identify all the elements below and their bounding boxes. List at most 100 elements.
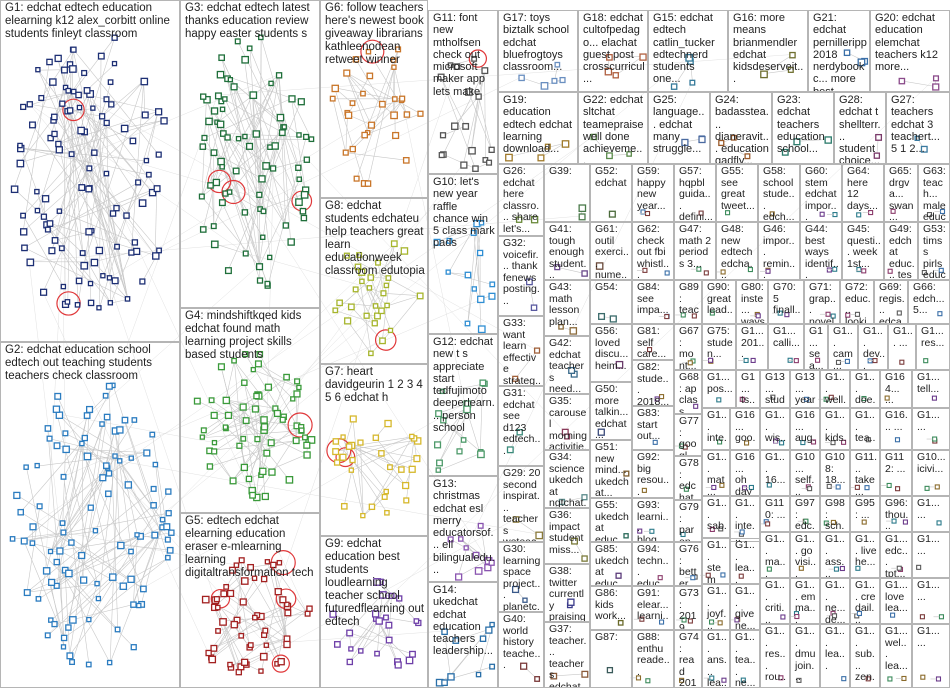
node[interactable] — [210, 240, 219, 249]
node[interactable] — [276, 559, 283, 566]
node[interactable] — [224, 267, 232, 275]
node[interactable] — [417, 110, 424, 117]
node[interactable] — [54, 392, 62, 400]
node[interactable] — [395, 46, 402, 53]
node[interactable] — [219, 130, 227, 137]
node[interactable] — [441, 679, 448, 687]
node[interactable] — [66, 107, 74, 114]
node[interactable] — [346, 658, 354, 666]
node[interactable] — [400, 247, 409, 255]
node[interactable] — [363, 312, 370, 319]
node[interactable] — [117, 541, 125, 550]
node[interactable] — [259, 467, 267, 476]
node[interactable] — [199, 143, 207, 150]
node[interactable] — [282, 222, 290, 229]
node[interactable] — [435, 467, 442, 473]
node[interactable] — [387, 327, 394, 334]
node[interactable] — [488, 146, 495, 153]
node[interactable] — [238, 632, 245, 639]
node[interactable] — [267, 439, 275, 447]
node[interactable] — [99, 474, 107, 482]
node[interactable] — [241, 55, 250, 64]
node[interactable] — [456, 448, 463, 455]
node[interactable] — [789, 51, 796, 59]
node[interactable] — [48, 578, 56, 586]
node[interactable] — [211, 448, 218, 455]
node[interactable] — [303, 441, 311, 449]
node[interactable] — [111, 60, 118, 67]
node[interactable] — [87, 299, 95, 307]
node[interactable] — [205, 117, 213, 126]
node[interactable] — [218, 54, 225, 62]
node[interactable] — [399, 95, 406, 102]
node[interactable] — [518, 74, 525, 82]
node[interactable] — [224, 134, 231, 141]
node[interactable] — [150, 485, 157, 492]
node[interactable] — [479, 379, 487, 387]
node[interactable] — [20, 103, 27, 111]
node[interactable] — [241, 379, 248, 386]
node[interactable] — [471, 286, 478, 292]
node[interactable] — [361, 131, 368, 139]
node[interactable] — [29, 121, 36, 129]
node[interactable] — [234, 38, 241, 45]
node[interactable] — [217, 363, 225, 371]
node[interactable] — [441, 628, 448, 636]
node[interactable] — [333, 459, 341, 466]
node[interactable] — [60, 473, 67, 480]
node[interactable] — [48, 617, 54, 623]
node[interactable] — [360, 512, 366, 519]
node[interactable] — [367, 121, 376, 129]
node[interactable] — [278, 129, 286, 137]
node[interactable] — [92, 528, 99, 534]
node[interactable] — [86, 165, 93, 172]
node[interactable] — [206, 463, 214, 470]
node[interactable] — [488, 559, 495, 566]
node[interactable] — [155, 151, 162, 158]
node[interactable] — [228, 566, 236, 574]
node[interactable] — [606, 53, 613, 61]
node[interactable] — [932, 75, 940, 82]
node[interactable] — [343, 69, 351, 77]
node[interactable] — [83, 87, 91, 94]
node[interactable] — [275, 72, 283, 79]
node[interactable] — [416, 292, 424, 300]
node[interactable] — [385, 636, 393, 644]
node[interactable] — [478, 220, 485, 226]
node[interactable] — [79, 250, 86, 257]
node[interactable] — [213, 596, 220, 603]
node[interactable] — [433, 238, 441, 246]
node[interactable] — [242, 351, 249, 358]
node[interactable] — [332, 448, 340, 456]
node[interactable] — [639, 53, 647, 61]
node[interactable] — [300, 214, 308, 222]
node[interactable] — [210, 107, 219, 115]
node[interactable] — [303, 451, 311, 459]
node[interactable] — [198, 193, 205, 200]
node[interactable] — [384, 419, 392, 428]
node[interactable] — [79, 440, 85, 447]
node[interactable] — [468, 146, 476, 155]
node[interactable] — [303, 133, 310, 140]
node[interactable] — [23, 589, 31, 597]
node[interactable] — [247, 563, 255, 571]
node[interactable] — [140, 585, 147, 593]
node[interactable] — [166, 546, 174, 554]
node[interactable] — [249, 491, 256, 499]
node[interactable] — [96, 305, 102, 311]
node[interactable] — [127, 575, 135, 584]
node[interactable] — [86, 616, 92, 623]
node[interactable] — [455, 573, 463, 581]
node[interactable] — [60, 529, 67, 536]
node[interactable] — [787, 66, 794, 73]
node[interactable] — [268, 468, 276, 476]
node[interactable] — [211, 439, 218, 446]
node[interactable] — [252, 130, 261, 138]
node[interactable] — [130, 601, 137, 608]
node[interactable] — [232, 167, 240, 175]
node[interactable] — [259, 652, 268, 661]
node[interactable] — [65, 87, 72, 94]
node[interactable] — [434, 441, 442, 449]
node[interactable] — [451, 122, 459, 130]
node[interactable] — [227, 77, 234, 83]
